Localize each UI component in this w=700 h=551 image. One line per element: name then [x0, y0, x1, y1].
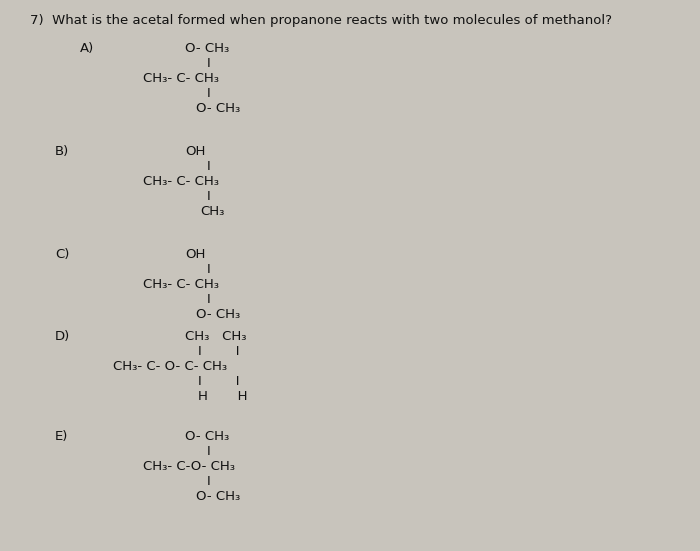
Text: I: I [207, 190, 211, 203]
Text: O- CH₃: O- CH₃ [196, 102, 240, 115]
Text: D): D) [55, 330, 70, 343]
Text: CH₃   CH₃: CH₃ CH₃ [185, 330, 246, 343]
Text: CH₃- C- O- C- CH₃: CH₃- C- O- C- CH₃ [113, 360, 227, 373]
Text: H       H: H H [198, 390, 248, 403]
Text: I: I [207, 445, 211, 458]
Text: CH₃- C-O- CH₃: CH₃- C-O- CH₃ [143, 460, 235, 473]
Text: I: I [207, 475, 211, 488]
Text: I        I: I I [198, 345, 239, 358]
Text: CH₃- C- CH₃: CH₃- C- CH₃ [143, 72, 219, 85]
Text: OH: OH [185, 248, 205, 261]
Text: B): B) [55, 145, 69, 158]
Text: A): A) [80, 42, 94, 55]
Text: CH₃- C- CH₃: CH₃- C- CH₃ [143, 175, 219, 188]
Text: I: I [207, 293, 211, 306]
Text: O- CH₃: O- CH₃ [196, 490, 240, 503]
Text: O- CH₃: O- CH₃ [185, 42, 230, 55]
Text: CH₃: CH₃ [200, 205, 225, 218]
Text: CH₃- C- CH₃: CH₃- C- CH₃ [143, 278, 219, 291]
Text: E): E) [55, 430, 69, 443]
Text: I: I [207, 263, 211, 276]
Text: O- CH₃: O- CH₃ [196, 308, 240, 321]
Text: OH: OH [185, 145, 205, 158]
Text: C): C) [55, 248, 69, 261]
Text: I: I [207, 87, 211, 100]
Text: 7)  What is the acetal formed when propanone reacts with two molecules of methan: 7) What is the acetal formed when propan… [30, 14, 612, 27]
Text: I: I [207, 160, 211, 173]
Text: I        I: I I [198, 375, 239, 388]
Text: I: I [207, 57, 211, 70]
Text: O- CH₃: O- CH₃ [185, 430, 230, 443]
